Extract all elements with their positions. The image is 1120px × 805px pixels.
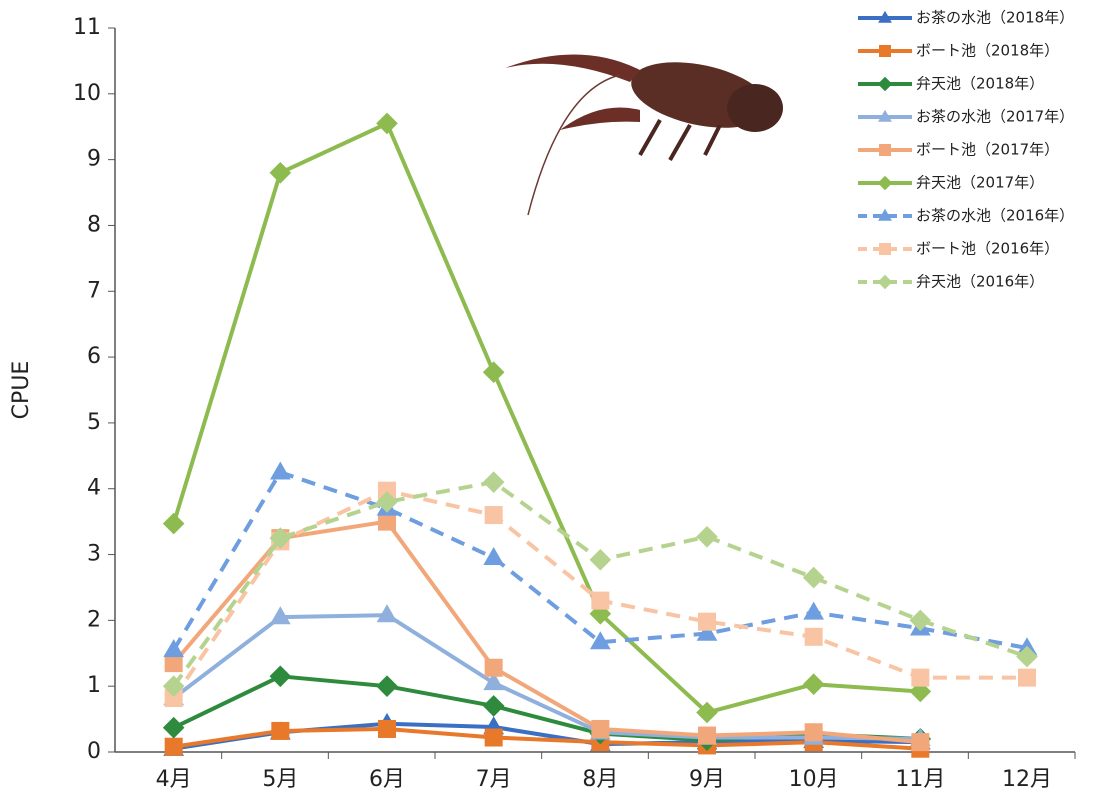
legend-label: 弁天池（2017年）	[916, 174, 1044, 192]
legend-label: お茶の水池（2017年）	[916, 108, 1074, 126]
legend-marker	[879, 144, 891, 156]
y-tick-label: 8	[87, 212, 101, 237]
x-tick-label: 10月	[789, 767, 839, 792]
y-tick-label: 1	[87, 673, 101, 698]
series-line	[172, 519, 921, 745]
y-tick-label: 0	[87, 739, 101, 764]
data-point	[378, 512, 396, 531]
data-point	[269, 665, 292, 688]
data-point	[802, 566, 825, 589]
legend-label: 弁天池（2018年）	[916, 75, 1044, 93]
y-tick-label: 10	[73, 81, 101, 106]
data-point	[589, 631, 611, 650]
legend-marker	[879, 45, 891, 57]
data-point	[804, 723, 823, 742]
data-point	[1018, 668, 1036, 687]
data-point	[269, 461, 291, 480]
series-line	[173, 726, 921, 751]
data-point	[378, 719, 396, 738]
data-point	[803, 601, 825, 620]
series-line	[171, 121, 921, 715]
data-point	[162, 675, 185, 697]
legend-marker	[877, 175, 893, 191]
y-tick-label: 5	[87, 410, 101, 435]
legend-marker	[878, 10, 892, 23]
data-point	[696, 525, 718, 548]
series-line	[172, 480, 1028, 688]
legend-marker	[877, 76, 893, 92]
y-tick-label: 7	[87, 278, 101, 303]
legend-marker	[879, 243, 891, 255]
series-line	[172, 674, 921, 743]
legend-label: 弁天池（2016年）	[916, 273, 1044, 291]
legend-label: お茶の水池（2016年）	[916, 207, 1074, 225]
data-point	[909, 609, 932, 632]
data-point	[164, 737, 183, 756]
x-tick-label: 5月	[262, 767, 298, 792]
y-tick-label: 6	[87, 344, 101, 369]
x-tick-label: 4月	[156, 767, 192, 792]
data-point	[482, 695, 505, 717]
x-tick-label: 8月	[582, 767, 618, 792]
x-tick-label: 9月	[689, 767, 725, 792]
data-point	[162, 716, 185, 739]
data-point	[911, 668, 930, 687]
data-point	[483, 672, 505, 691]
legend-label: ボート池（2016年）	[916, 240, 1059, 258]
data-point	[484, 728, 503, 747]
data-point	[269, 527, 292, 549]
data-point	[696, 622, 718, 641]
data-point	[484, 506, 503, 525]
y-axis-title: CPUE	[9, 361, 34, 420]
y-tick-label: 9	[87, 147, 101, 172]
data-point	[911, 733, 930, 752]
data-point	[376, 675, 398, 697]
data-point	[483, 547, 505, 566]
data-point	[698, 612, 716, 631]
data-point	[589, 549, 612, 571]
data-point	[804, 627, 823, 646]
x-tick-label: 7月	[476, 767, 512, 792]
data-point	[269, 606, 291, 625]
data-point	[164, 689, 183, 708]
data-point	[162, 512, 185, 535]
y-tick-label: 4	[87, 476, 101, 501]
legend-label: ボート池（2017年）	[916, 141, 1059, 159]
data-point	[376, 491, 398, 513]
data-point	[164, 654, 183, 673]
data-point	[1016, 645, 1038, 668]
y-tick-label: 11	[73, 15, 101, 40]
data-point	[378, 481, 396, 500]
data-point	[269, 162, 292, 184]
y-tick-label: 3	[87, 542, 101, 567]
data-point	[698, 726, 716, 745]
data-point	[482, 471, 505, 493]
data-point	[591, 591, 610, 610]
data-point	[696, 701, 718, 724]
legend-marker	[878, 208, 892, 221]
data-point	[376, 112, 398, 135]
data-point	[802, 673, 825, 696]
legend-label: お茶の水池（2018年）	[916, 9, 1074, 27]
crayfish-illustration	[505, 54, 783, 216]
data-point	[271, 721, 290, 740]
data-point	[482, 361, 505, 384]
data-point	[376, 604, 398, 623]
legend-marker	[878, 109, 892, 122]
legend-label: ボート池（2018年）	[916, 42, 1059, 60]
x-tick-label: 12月	[1002, 767, 1052, 792]
y-tick-label: 2	[87, 607, 101, 632]
data-point	[591, 719, 610, 738]
data-point	[484, 658, 503, 677]
series-line	[171, 470, 1028, 652]
x-tick-label: 6月	[369, 767, 405, 792]
series-line	[172, 613, 921, 741]
x-tick-label: 11月	[895, 767, 945, 792]
legend-marker	[877, 274, 893, 290]
data-point	[163, 639, 185, 658]
